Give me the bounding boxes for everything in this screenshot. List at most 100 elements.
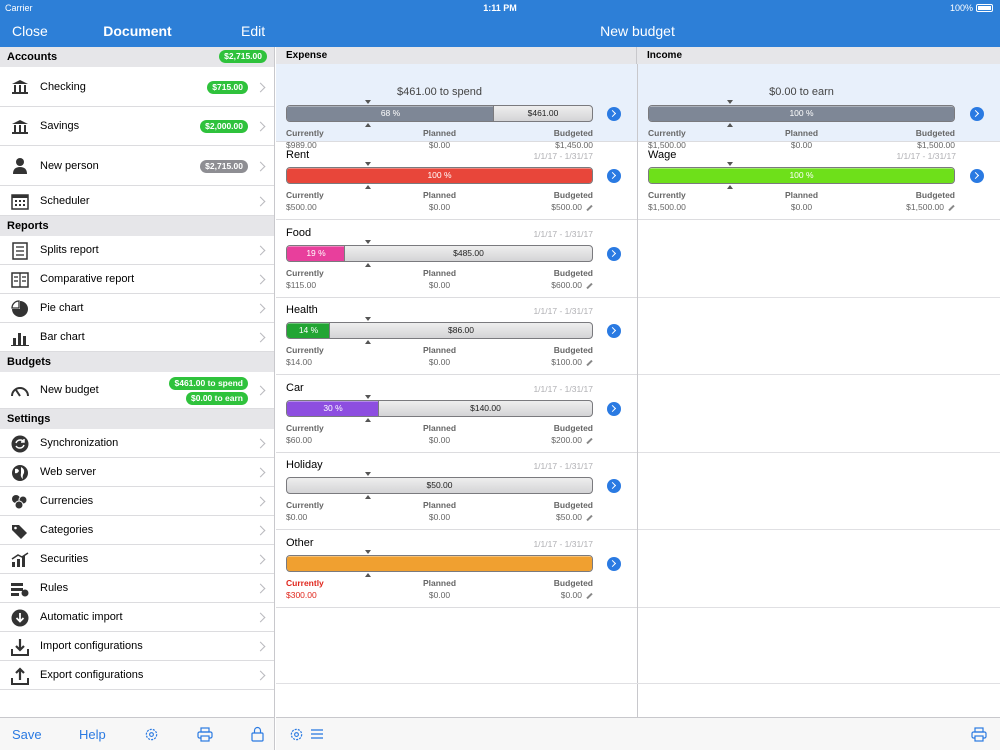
sidebar-item-savings[interactable]: Savings $2,000.00 (0, 107, 274, 146)
settings-gear-icon[interactable] (144, 727, 159, 742)
today-marker-top (365, 162, 371, 166)
budget-period: 1/1/17 - 1/31/17 (533, 383, 593, 394)
sidebar-item-scheduler[interactable]: Scheduler (0, 186, 274, 216)
chevron-right-icon (255, 245, 266, 256)
stat-label-currently: Currently (286, 345, 324, 355)
budget-category-name: Food (286, 226, 312, 239)
budget-stats: Currently $0.00 Planned $0.00 Budgeted $50.00 (286, 500, 593, 524)
section-title: Reports (7, 220, 49, 232)
list-icon[interactable] (310, 728, 324, 740)
stat-label-currently: Currently (286, 190, 324, 200)
detail-disclosure-icon[interactable] (607, 169, 621, 183)
detail-disclosure-icon[interactable] (607, 107, 621, 121)
budget-settings-gear-icon[interactable] (289, 727, 304, 742)
sidebar-item-rules[interactable]: Rules (0, 574, 274, 603)
sidebar-item-currencies[interactable]: Currencies (0, 487, 274, 516)
stat-value-currently: $14.00 (286, 357, 312, 367)
stat-value-planned: $0.00 (428, 434, 451, 445)
stat-value-planned: $0.00 (428, 279, 451, 290)
sidebar-item-splits-report[interactable]: Splits report (0, 236, 274, 265)
sidebar-item-label: Comparative report (40, 273, 135, 285)
progress-remaining: $140.00 (470, 402, 501, 413)
budget-period: 1/1/17 - 1/31/17 (533, 228, 593, 239)
stat-value-planned: $0.00 (428, 589, 451, 600)
today-marker-bottom (365, 185, 371, 189)
sidebar-item-import-configurations[interactable]: Import configurations (0, 632, 274, 661)
budget-period: 1/1/17 - 1/31/17 (533, 538, 593, 549)
progress-bar: 100 % (648, 167, 955, 184)
sidebar-title: Document (103, 23, 172, 39)
expense-row-food[interactable]: Food 1/1/17 - 1/31/17 19 % $485.00 Currently… (276, 220, 637, 298)
sidebar-item-label: New person (40, 159, 99, 172)
progress-fill (287, 168, 592, 183)
balance-badge: $2,000.00 (200, 120, 248, 133)
section-header-settings: Settings (0, 409, 274, 429)
sidebar-item-securities[interactable]: Securities (0, 545, 274, 574)
balance-badge: $715.00 (207, 80, 248, 94)
sidebar-item-new-budget[interactable]: New budget $461.00 to spend $0.00 to earn (0, 372, 274, 409)
detail-disclosure-icon[interactable] (607, 479, 621, 493)
edit-button[interactable]: Edit (241, 23, 266, 39)
budget-stats: Currently $60.00 Planned $0.00 Budgeted $200.… (286, 423, 593, 447)
stat-value-planned: $0.00 (428, 357, 451, 367)
expense-row-car[interactable]: Car 1/1/17 - 1/31/17 30 % $140.00 Currently $… (276, 375, 637, 453)
top-bar: Carrier 1:11 PM 100% Close Document Edit… (0, 0, 1000, 47)
sidebar-item-label: Pie chart (40, 302, 84, 314)
detail-disclosure-icon[interactable] (607, 324, 621, 338)
print-icon[interactable] (197, 727, 213, 742)
detail-disclosure-icon[interactable] (607, 246, 621, 261)
progress-fill (287, 245, 345, 261)
stat-label-currently: Currently (286, 128, 324, 138)
budget-stats: Currently $989.00 Planned $0.00 Budgeted $1,4… (286, 128, 593, 152)
budget-print-icon[interactable] (971, 727, 987, 742)
detail-disclosure-icon[interactable] (970, 107, 984, 121)
chevron-right-icon (255, 274, 266, 285)
section-header-budgets: Budgets (0, 352, 274, 372)
stat-label-planned: Planned (784, 190, 819, 200)
expense-summary-card[interactable]: $461.00 to spend 68 % $461.00 Currently $989… (276, 64, 637, 150)
sidebar-item-web-server[interactable]: Web server (0, 458, 274, 487)
close-button[interactable]: Close (12, 23, 48, 39)
stat-label-budgeted: Budgeted (553, 190, 593, 200)
today-marker-bottom (365, 340, 371, 344)
today-marker-top (365, 472, 371, 476)
stat-value-budgeted: $50.00 (556, 512, 582, 522)
sidebar-item-synchronization[interactable]: Synchronization (0, 429, 274, 458)
expense-row-health[interactable]: Health 1/1/17 - 1/31/17 14 % $86.00 Currentl… (276, 297, 637, 375)
detail-disclosure-icon[interactable] (607, 556, 621, 571)
sidebar-item-categories[interactable]: Categories (0, 516, 274, 545)
sidebar-item-pie-chart[interactable]: Pie chart (0, 294, 274, 323)
detail-disclosure-icon[interactable] (607, 401, 621, 416)
sidebar-item-bar-chart[interactable]: Bar chart (0, 323, 274, 352)
stat-label-budgeted: Budgeted (553, 128, 593, 138)
chevron-right-icon (255, 438, 266, 449)
budget-category-name: Other (286, 536, 314, 549)
section-header-accounts: Accounts $2,715.00 (0, 47, 274, 67)
sidebar-item-export-configurations[interactable]: Export configurations (0, 661, 274, 690)
budget-category-name: Rent (286, 149, 310, 161)
stat-label-budgeted: Budgeted (553, 422, 593, 433)
progress-bar: 100 % (648, 105, 955, 122)
income-row-wage[interactable]: Wage 1/1/17 - 1/31/17 100 % Currently $1,500… (638, 142, 1000, 220)
lock-icon[interactable] (251, 726, 264, 742)
sidebar-item-label: Scheduler (40, 194, 90, 207)
expense-row-rent[interactable]: Rent 1/1/17 - 1/31/17 100 % Currently $500.0… (276, 142, 637, 220)
calendar-icon (10, 191, 30, 211)
help-button[interactable]: Help (79, 727, 106, 742)
expense-row-other[interactable]: Other 1/1/17 - 1/31/17 Currently $300.00 Pla… (276, 530, 637, 608)
stat-label-currently: Currently (286, 422, 324, 433)
stat-value-currently: $1,500.00 (648, 202, 686, 212)
sidebar-item-new-person[interactable]: New person $2,715.00 (0, 146, 274, 186)
sidebar-item-checking[interactable]: Checking $715.00 (0, 67, 274, 107)
save-button[interactable]: Save (12, 727, 42, 742)
expense-row-holiday[interactable]: Holiday 1/1/17 - 1/31/17 $50.00 Currently $0… (276, 452, 637, 530)
sidebar-item-automatic-import[interactable]: Automatic import (0, 603, 274, 632)
progress-remaining: $461.00 (527, 108, 559, 118)
sidebar-item-comparative-report[interactable]: Comparative report (0, 265, 274, 294)
detail-disclosure-icon[interactable] (970, 169, 984, 183)
income-summary-card[interactable]: $0.00 to earn 100 % Currently $1,500.00 Plan… (638, 64, 1000, 150)
download-circle-icon (10, 608, 30, 628)
progress-percent: 68 % (380, 108, 401, 118)
budget-category-name: Holiday (286, 459, 323, 471)
chevron-right-icon (255, 612, 266, 623)
